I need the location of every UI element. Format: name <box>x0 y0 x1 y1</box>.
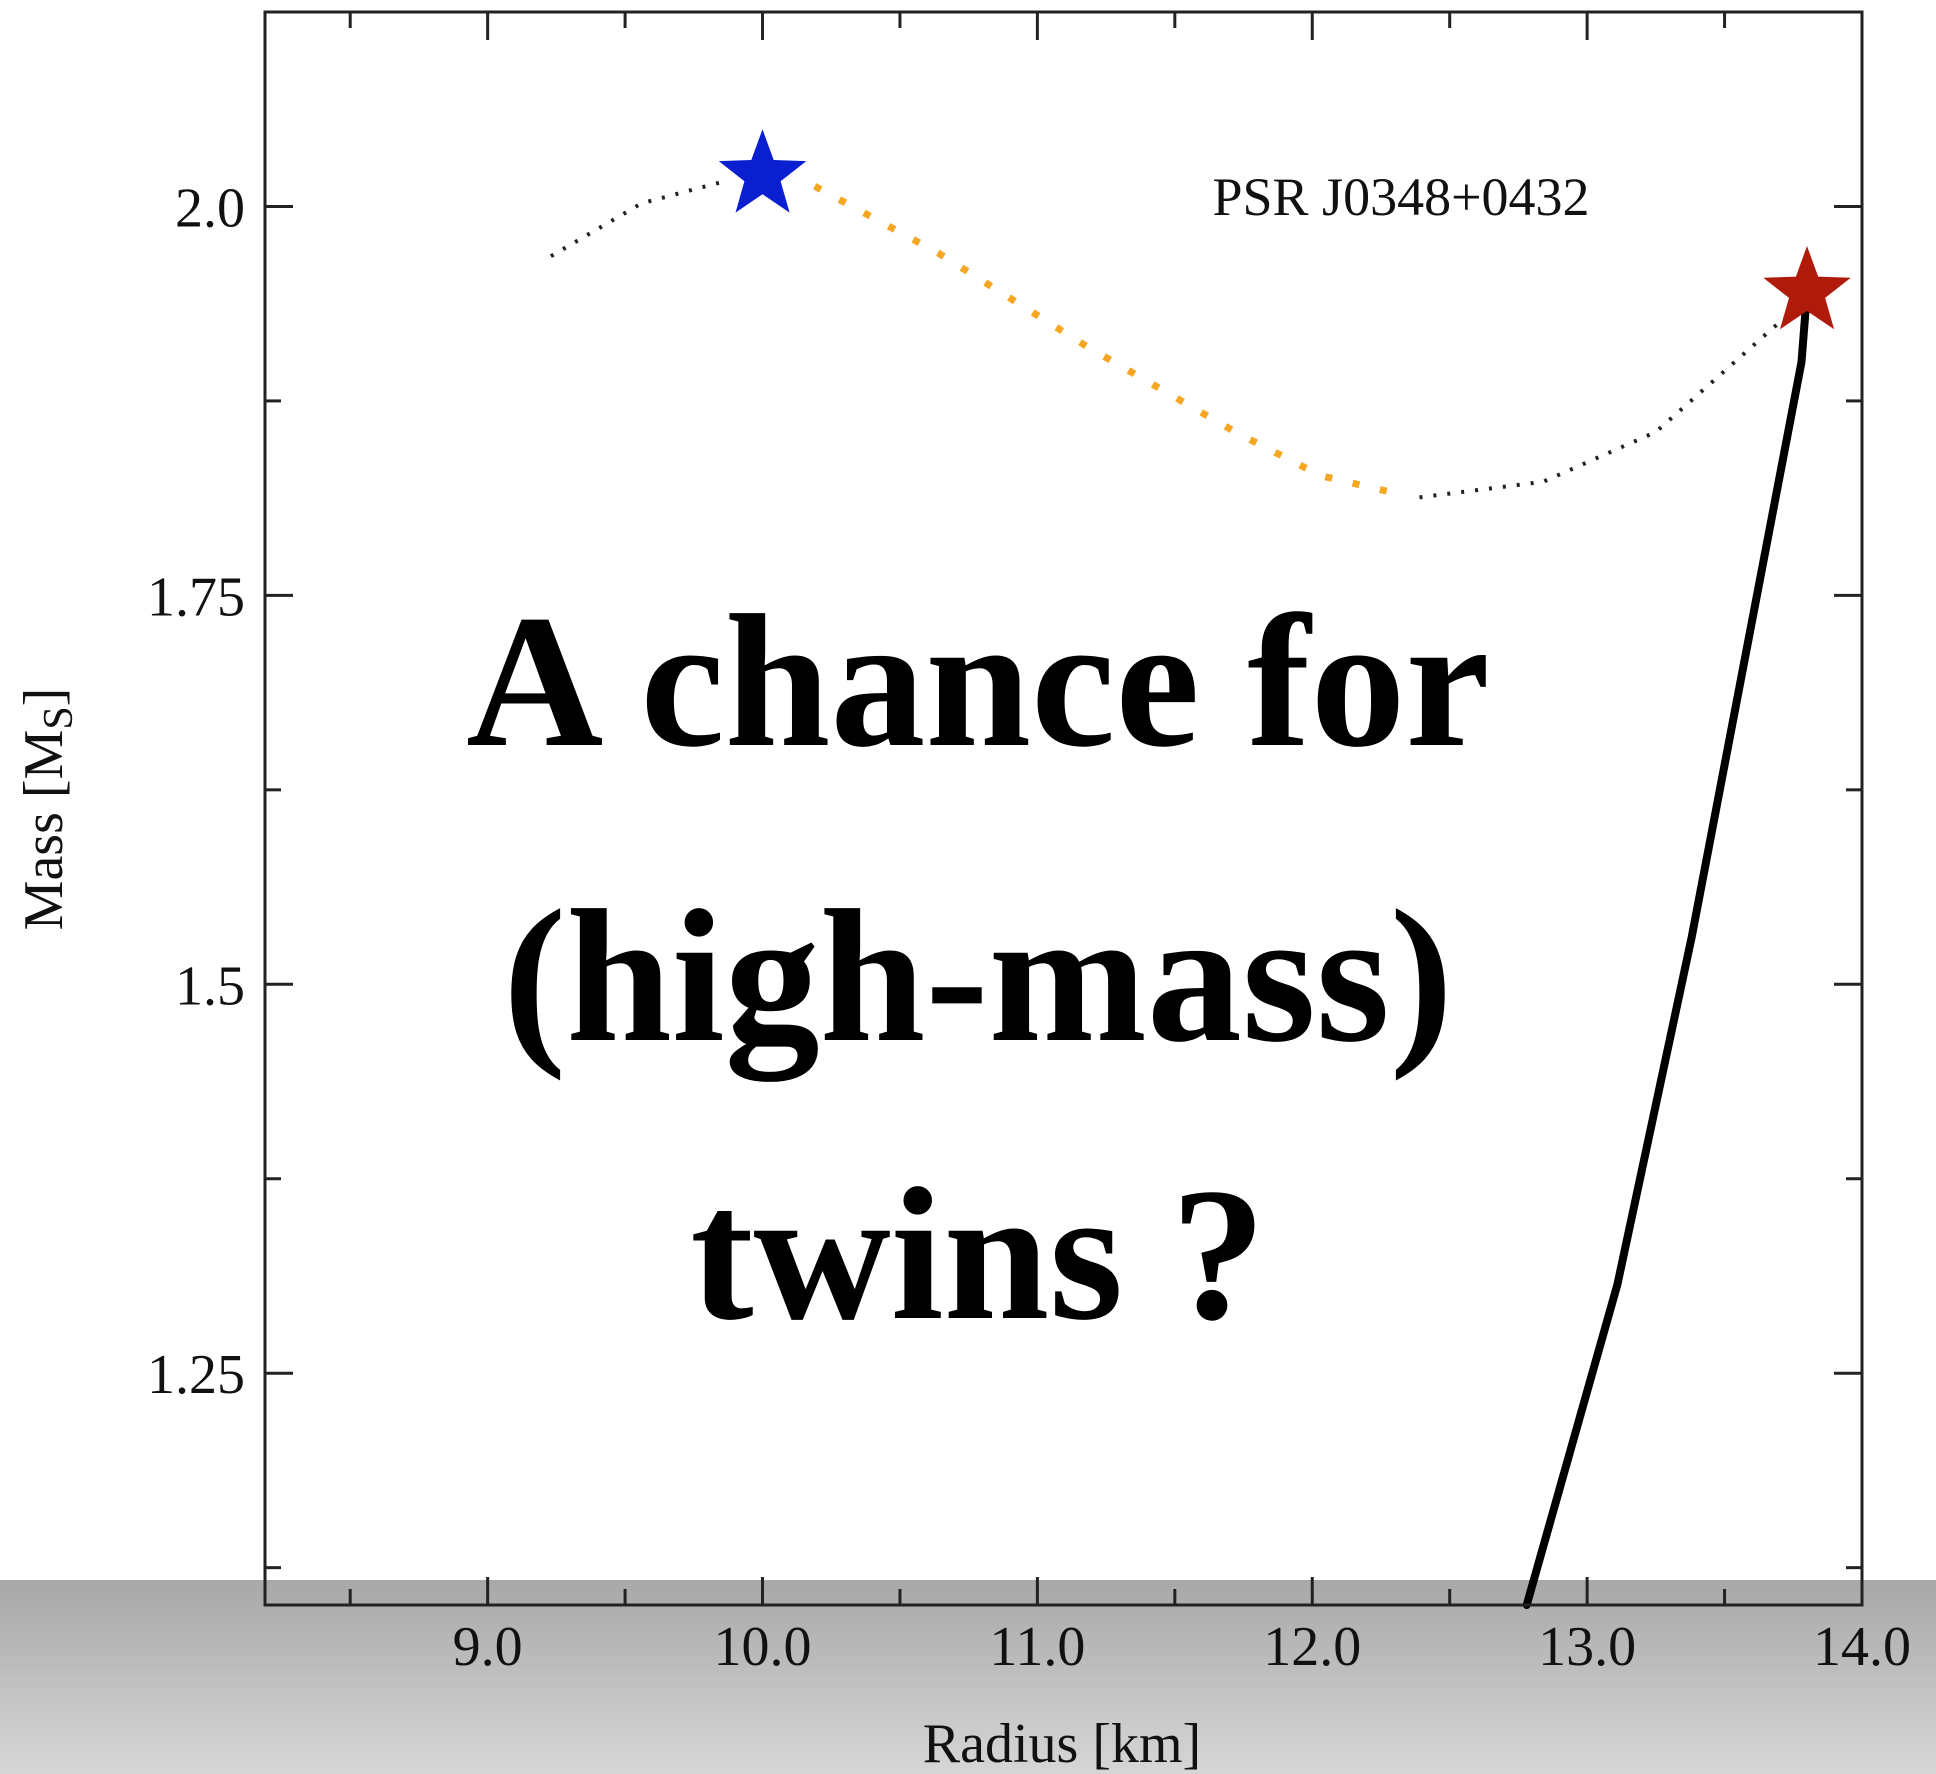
x-tick-label: 14.0 <box>1813 1616 1911 1678</box>
x-axis-label: Radius [km] <box>923 1713 1201 1774</box>
x-tick-label: 10.0 <box>714 1616 812 1678</box>
plot-frame <box>263 10 1864 1607</box>
x-tick-label: 11.0 <box>989 1616 1085 1678</box>
y-label-part: ] <box>13 688 75 707</box>
y-label-part: Mass [M <box>13 730 75 931</box>
plot-background <box>265 12 1862 1580</box>
solid-curve <box>1522 288 1811 1609</box>
x-tick-label: 13.0 <box>1538 1616 1636 1678</box>
x-tick-label: 9.0 <box>453 1616 523 1678</box>
star-marker <box>718 129 807 213</box>
dotted-curve <box>813 183 1401 498</box>
background-band <box>0 1580 1936 1774</box>
star-marker <box>1763 246 1851 330</box>
y-tick-label: 1.5 <box>175 955 245 1017</box>
annotation: PSR J0348+0432 <box>1212 167 1589 227</box>
overlay-title: twins ? <box>690 1150 1265 1360</box>
x-tick-label: 12.0 <box>1263 1616 1361 1678</box>
overlay-title: A chance for <box>466 577 1490 787</box>
overlay-title: (high-mass) <box>503 872 1453 1082</box>
y-label-subscript: S <box>36 706 82 729</box>
y-tick-label: 1.25 <box>147 1344 245 1406</box>
y-axis-label: Mass [MS] <box>13 688 82 931</box>
y-tick-label: 2.0 <box>175 177 245 239</box>
y-tick-label: 1.75 <box>147 566 245 628</box>
